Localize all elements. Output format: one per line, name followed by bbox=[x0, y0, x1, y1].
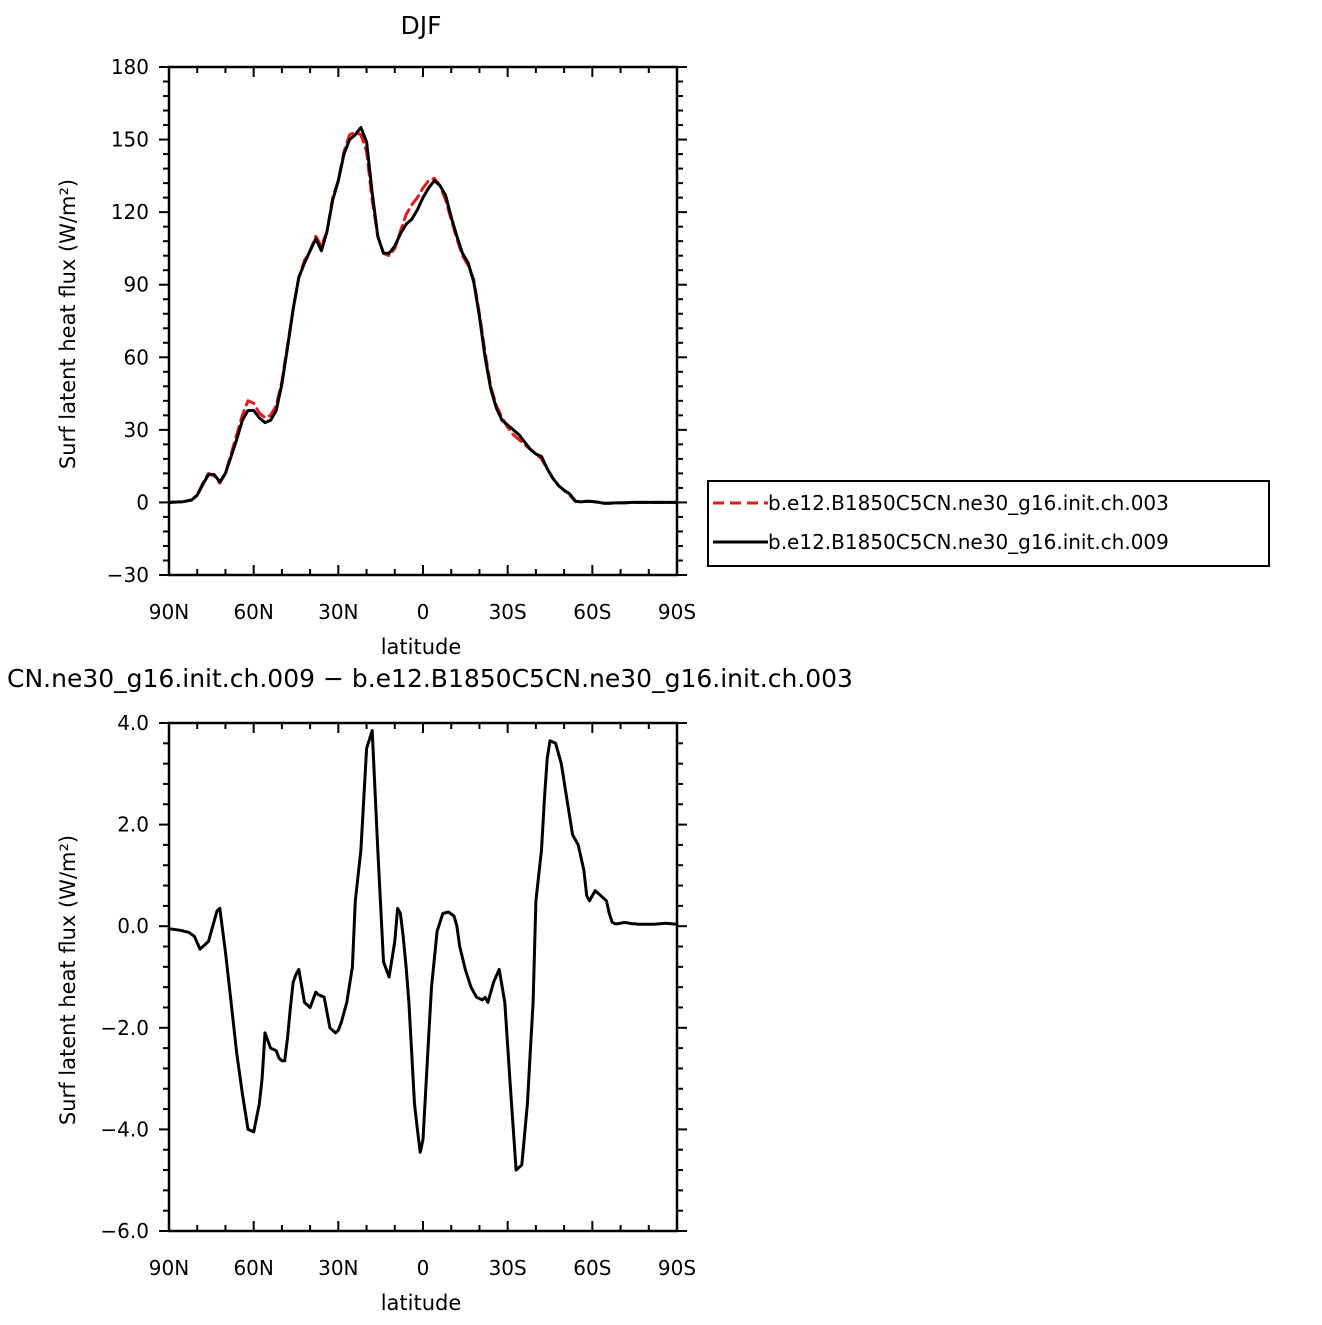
series-line-2 bbox=[167, 126, 679, 505]
series-line-1 bbox=[167, 130, 679, 505]
plot-frame bbox=[167, 721, 679, 1233]
y-axis-title: Surf latent heat flux (W/m²) bbox=[56, 179, 80, 469]
x-tick-label: 0 bbox=[417, 1256, 430, 1280]
x-tick-label: 60S bbox=[573, 600, 611, 624]
y-tick-label: 60 bbox=[124, 345, 149, 369]
x-tick-label: 90N bbox=[149, 600, 189, 624]
x-tick-label: 60S bbox=[573, 1256, 611, 1280]
y-tick-label: 4.0 bbox=[117, 711, 149, 735]
y-tick-label: −6.0 bbox=[100, 1219, 149, 1243]
x-tick-label: 60N bbox=[233, 1256, 273, 1280]
x-axis-title: latitude bbox=[381, 1291, 462, 1315]
x-tick-label: 30N bbox=[318, 600, 358, 624]
chart-title: DJF bbox=[400, 11, 441, 40]
y-tick-label: 120 bbox=[111, 200, 149, 224]
series-line-1 bbox=[167, 729, 679, 1172]
chart-panel-2: CN.ne30_g16.init.ch.009 − b.e12.B1850C5C… bbox=[7, 664, 853, 1315]
legend-label-1: b.e12.B1850C5CN.ne30_g16.init.ch.003 bbox=[768, 491, 1169, 515]
y-tick-label: −2.0 bbox=[100, 1016, 149, 1040]
legend: b.e12.B1850C5CN.ne30_g16.init.ch.003 b.e1… bbox=[707, 480, 1270, 567]
y-tick-label: 0 bbox=[136, 490, 149, 514]
y-tick-label: 0.0 bbox=[117, 914, 149, 938]
x-tick-label: 0 bbox=[417, 600, 430, 624]
x-tick-label: 30S bbox=[489, 1256, 527, 1280]
y-tick-label: 90 bbox=[124, 273, 149, 297]
x-tick-label: 30N bbox=[318, 1256, 358, 1280]
legend-label-2: b.e12.B1850C5CN.ne30_g16.init.ch.009 bbox=[768, 530, 1169, 554]
x-tick-label: 30S bbox=[489, 600, 527, 624]
y-tick-label: 150 bbox=[111, 128, 149, 152]
chart-panel-1: DJF 90N 60N 30N 0 30S 60S 90S −30 0 30 60 90 120 150 18… bbox=[56, 11, 1270, 659]
y-tick-label: −30 bbox=[107, 563, 149, 587]
y-tick-label: 2.0 bbox=[117, 813, 149, 837]
x-tick-label: 60N bbox=[233, 600, 273, 624]
y-tick-label: 30 bbox=[124, 418, 149, 442]
x-tick-label: 90N bbox=[149, 1256, 189, 1280]
x-tick-label: 90S bbox=[658, 600, 696, 624]
legend-box bbox=[707, 480, 1270, 567]
y-tick-label: −4.0 bbox=[100, 1117, 149, 1141]
x-tick-label: 90S bbox=[658, 1256, 696, 1280]
x-axis-title: latitude bbox=[381, 635, 462, 659]
chart-title: CN.ne30_g16.init.ch.009 − b.e12.B1850C5C… bbox=[7, 664, 853, 693]
plot-frame bbox=[167, 65, 679, 577]
y-axis-title: Surf latent heat flux (W/m²) bbox=[56, 835, 80, 1125]
y-tick-label: 180 bbox=[111, 55, 149, 79]
